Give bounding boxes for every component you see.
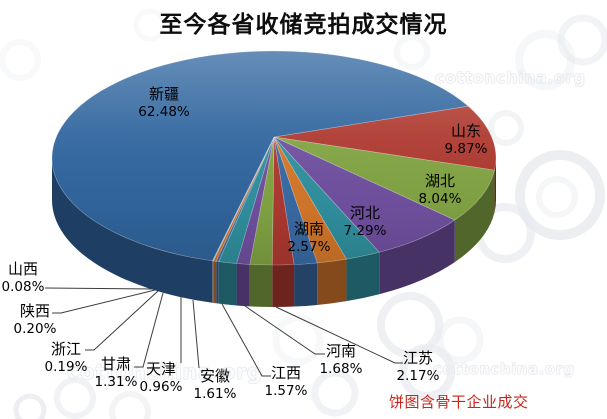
watermark-circle: [557, 14, 607, 66]
pie-wall-zhejiang: [216, 261, 219, 304]
pie-wall-hunan: [346, 252, 380, 302]
watermark-text-bottom-left: cottonchina.org: [67, 360, 263, 384]
pie-wall-shanxi: [212, 260, 214, 303]
pie-label-value: 2.17%: [396, 368, 440, 384]
pie-wall-shandong: [494, 158, 496, 213]
leader-line-shaanxi: [52, 289, 156, 314]
pie-label-value: 0.20%: [13, 321, 57, 337]
watermark-circle: [133, 8, 167, 42]
pie-label-name: 浙江: [50, 340, 82, 358]
pie-wall-anhui: [249, 264, 273, 307]
leader-line-henan: [244, 305, 325, 355]
pie-label-tianjin: 天津 0.96%: [140, 362, 183, 395]
watermark-circle: [54, 377, 96, 419]
footnote: 饼图含骨干企业成交: [389, 393, 529, 411]
watermark-text-top-right: cottonchina.org: [435, 68, 586, 87]
pie-wall-hubei: [454, 170, 495, 263]
leader-lines: [44, 287, 403, 377]
pie-wall-tianjin: [236, 263, 250, 307]
pie-label-hubei: 湖北 8.04%: [419, 174, 462, 207]
pie-label-value: 7.29%: [343, 223, 387, 239]
watermark-circle: [515, 30, 575, 90]
pie-label-name: 河南: [325, 342, 357, 360]
pie-label-name: 天津: [145, 360, 177, 378]
watermark-circles: [0, 8, 607, 419]
pie-wall-jiangsu: [317, 259, 347, 305]
pie-label-value: 1.68%: [319, 361, 363, 377]
pie-wall-xinjiang: [52, 158, 213, 303]
pie-wall-jiangxi: [272, 264, 295, 307]
watermark-circle: [0, 39, 41, 81]
pie-label-anhui: 安徽 1.61%: [194, 369, 237, 402]
pie-label-value: 1.61%: [193, 386, 237, 402]
pie-label-jiangsu: 江苏 2.17%: [397, 351, 440, 384]
leader-line-jiangsu: [275, 306, 403, 364]
pie-label-value: 2.57%: [287, 239, 331, 255]
pie-label-name: 湖北: [424, 172, 456, 190]
pie-label-shaanxi: 陕西 0.20%: [14, 304, 57, 337]
watermark-circle: [394, 34, 430, 70]
pie-wall-hebei: [379, 220, 455, 295]
leader-line-shanxi: [44, 287, 153, 290]
pie-label-hunan: 湖南 2.57%: [288, 222, 331, 255]
pie-label-name: 山西: [7, 260, 39, 278]
pie-label-name: 江西: [270, 364, 302, 382]
pie-label-gansu: 甘肃 1.31%: [95, 357, 138, 390]
pie-label-hebei: 河北 7.29%: [344, 206, 387, 239]
pie-label-name: 陕西: [19, 302, 51, 320]
pie-label-name: 安徽: [199, 367, 231, 385]
pie-label-value: 0.19%: [44, 359, 88, 375]
pie-wall-shaanxi: [213, 260, 217, 304]
pie-walls: [52, 158, 496, 307]
pie-label-xinjiang: 新疆 62.48%: [138, 87, 189, 120]
pie-label-henan: 河南 1.68%: [320, 344, 363, 377]
pie-label-name: 甘肃: [100, 355, 132, 373]
pie-label-shandong: 山东 9.87%: [445, 124, 488, 157]
chart-title: 至今各省收储竞拍成交情况: [159, 11, 448, 38]
watermark-circle: [272, 314, 324, 366]
watermark-circle: [488, 110, 524, 146]
watermark-circle: [109, 391, 151, 419]
pie-label-name: 新疆: [148, 85, 180, 103]
pie-label-value: 8.04%: [418, 191, 462, 207]
watermark-circle: [399, 344, 455, 400]
watermark-circle: [13, 393, 47, 419]
pie-label-name: 江苏: [402, 349, 434, 367]
pie-wall-gansu: [218, 261, 237, 306]
watermark-circle: [536, 176, 578, 218]
watermark-circle: [311, 369, 359, 417]
watermark-circle: [515, 150, 605, 240]
pie-label-value: 1.31%: [94, 374, 138, 390]
pie-label-jiangxi: 江西 1.57%: [265, 366, 308, 399]
leader-line-anhui: [192, 299, 200, 369]
pie-label-value: 9.87%: [444, 141, 488, 157]
watermark-circle: [436, 316, 484, 364]
pie-sheen: [52, 51, 496, 265]
pie-label-value: 0.08%: [1, 279, 45, 295]
pie-label-name: 山东: [450, 122, 482, 140]
pie-label-value: 0.96%: [139, 379, 183, 395]
leader-line-gansu: [134, 292, 164, 368]
pie-label-shanxi: 山西 0.08%: [2, 262, 45, 295]
watermark-text-bottom-right: cottonchina.org: [433, 360, 575, 378]
leader-line-jiangxi: [221, 303, 271, 377]
pie-label-name: 河北: [349, 204, 381, 222]
pie-label-value: 62.48%: [138, 104, 190, 120]
pie-label-name: 湖南: [293, 220, 325, 238]
leader-line-zhejiang: [85, 290, 159, 351]
pie-label-zhejiang: 浙江 0.19%: [45, 342, 88, 375]
pie-label-value: 1.57%: [264, 383, 308, 399]
pie-wall-henan: [294, 262, 318, 307]
